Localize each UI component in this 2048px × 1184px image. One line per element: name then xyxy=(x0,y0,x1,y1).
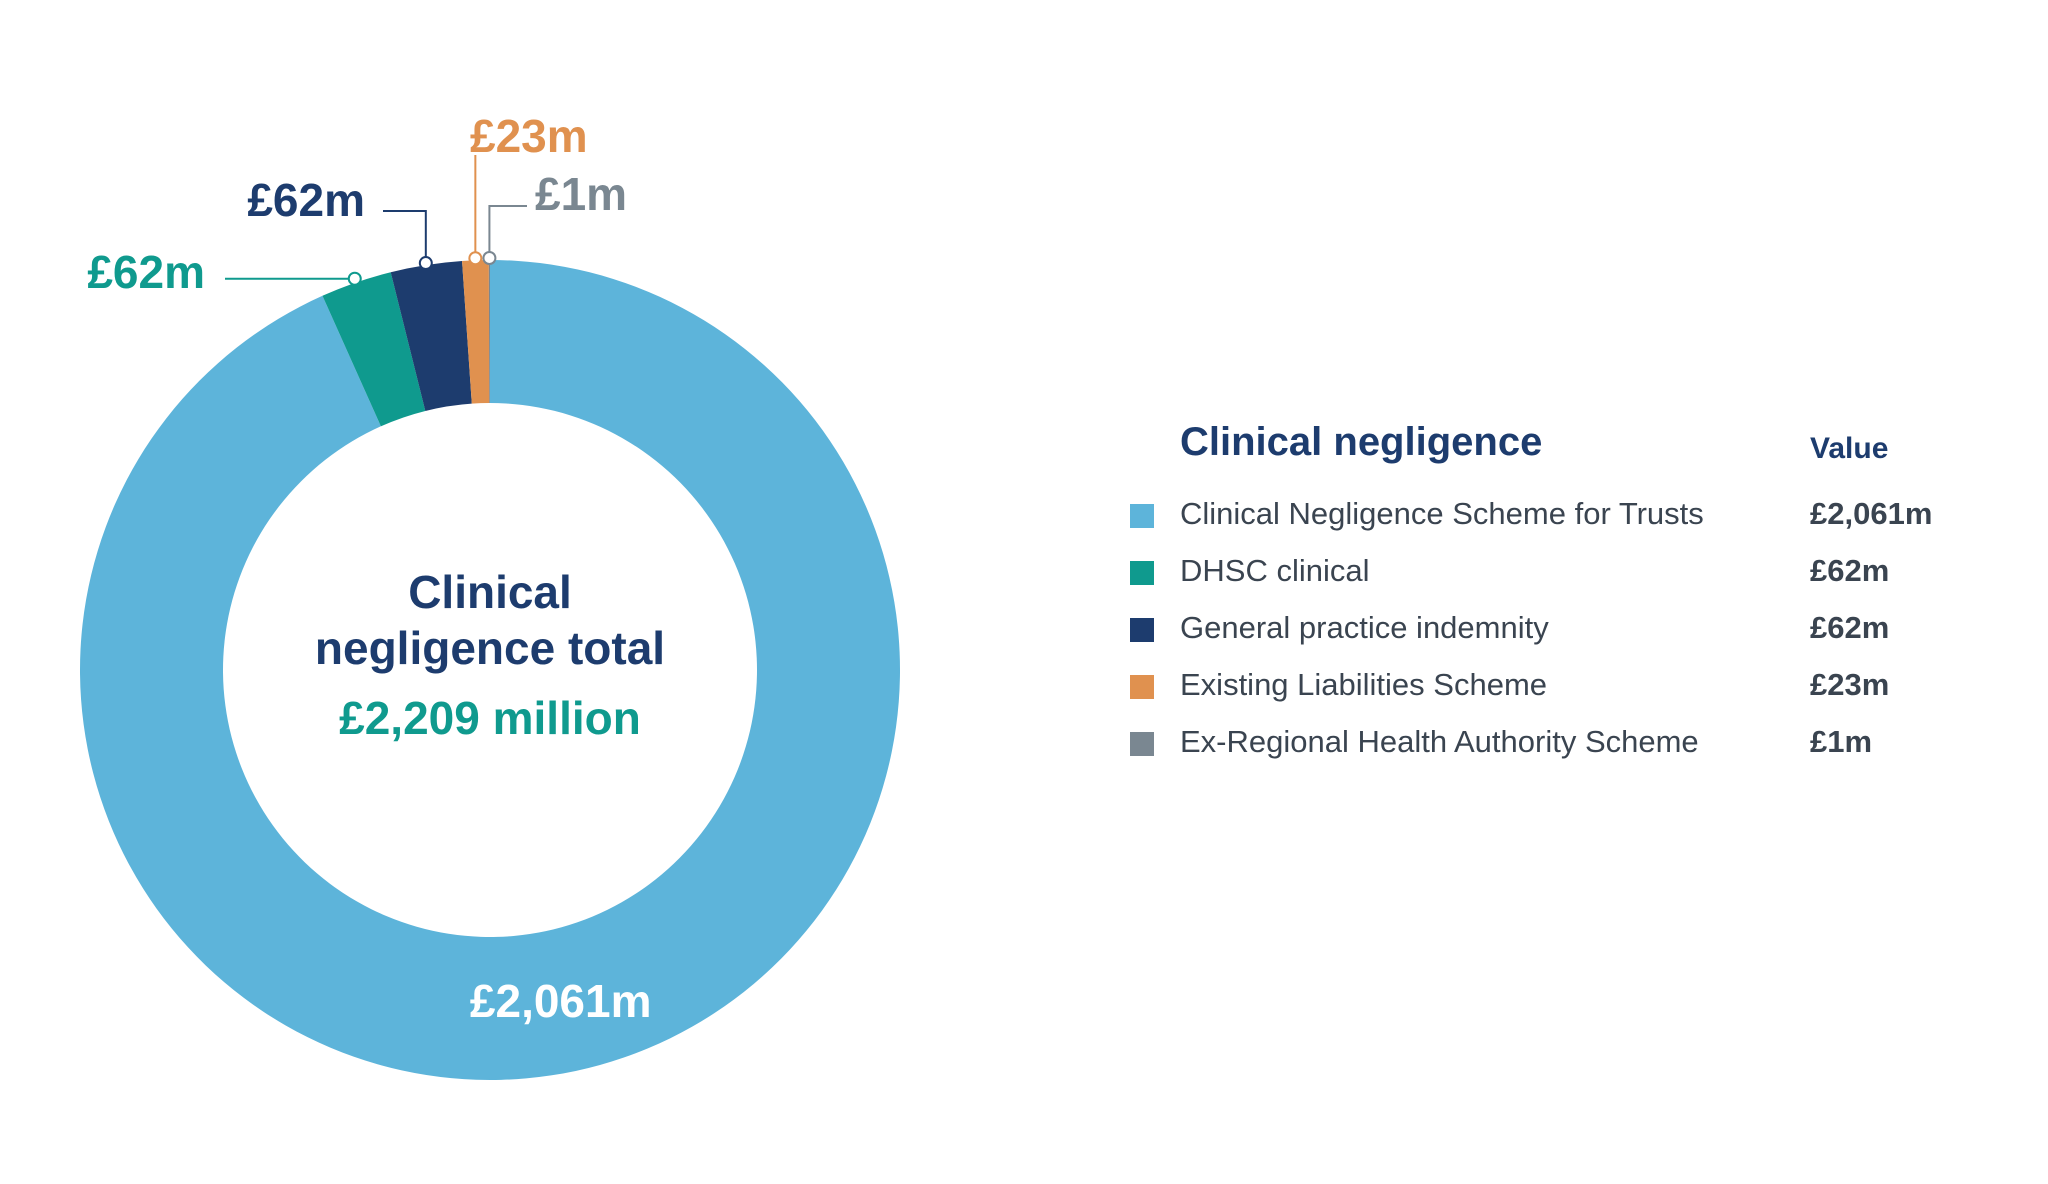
slice-dhsc-clinical xyxy=(322,272,426,427)
callout-dot-existing-liabilities-scheme xyxy=(468,251,483,266)
callout-line-general-practice-indemnity xyxy=(383,210,427,264)
legend-row-existing-liabilities-scheme: Existing Liabilities Scheme £23m xyxy=(1130,661,1990,718)
slice-value-label-dhsc-clinical: £62m xyxy=(87,246,205,298)
legend-row-clinical-negligence-scheme-for-trusts: Clinical Negligence Scheme for Trusts £2,… xyxy=(1130,490,1990,547)
callout-dot-dhsc-clinical xyxy=(347,271,362,286)
legend-swatch xyxy=(1130,618,1154,642)
callout-dot-general-practice-indemnity xyxy=(418,256,433,271)
slice-clinical-negligence-scheme-for-trusts xyxy=(79,260,901,1080)
legend-value: £2,061m xyxy=(1810,496,1933,531)
center-total-value: £2,209 million xyxy=(339,692,641,744)
legend-header: Clinical negligence Value xyxy=(1130,420,1990,490)
legend-swatch xyxy=(1130,504,1154,528)
legend: Clinical negligence Value Clinical Negli… xyxy=(1130,420,1990,775)
callout-dot-ex-regional-health-authority-scheme xyxy=(482,251,497,266)
legend-value: £23m xyxy=(1810,667,1890,702)
slice-value-label-ex-regional-health-authority-scheme: £1m xyxy=(535,168,627,220)
legend-label: Existing Liabilities Scheme xyxy=(1180,667,1548,702)
legend-swatch xyxy=(1130,675,1154,699)
legend-row-general-practice-indemnity: General practice indemnity £62m xyxy=(1130,604,1990,661)
legend-label: General practice indemnity xyxy=(1180,610,1549,645)
slice-value-label-clinical-negligence-scheme-for-trusts: £2,061m xyxy=(470,975,652,1027)
legend-row-dhsc-clinical: DHSC clinical £62m xyxy=(1130,547,1990,604)
slice-callouts: £62m £62m £23m £1m xyxy=(87,110,627,298)
slice-existing-liabilities-scheme xyxy=(462,260,490,404)
legend-swatch xyxy=(1130,561,1154,585)
legend-rows: Clinical Negligence Scheme for Trusts £2,… xyxy=(1130,490,1990,775)
legend-label: DHSC clinical xyxy=(1180,553,1370,588)
legend-value: £62m xyxy=(1810,553,1890,588)
legend-value: £62m xyxy=(1810,610,1890,645)
legend-swatch xyxy=(1130,732,1154,756)
slice-ex-regional-health-authority-scheme xyxy=(488,260,490,404)
slice-value-label-general-practice-indemnity: £62m xyxy=(247,174,365,226)
legend-value: £1m xyxy=(1810,724,1873,759)
center-title-line1: Clinical xyxy=(408,566,572,618)
legend-value-header: Value xyxy=(1810,432,1889,465)
legend-title: Clinical negligence xyxy=(1180,420,1543,464)
legend-row-ex-regional-health-authority-scheme: Ex-Regional Health Authority Scheme £1m xyxy=(1130,718,1990,775)
legend-label: Clinical Negligence Scheme for Trusts xyxy=(1180,496,1704,531)
slice-general-practice-indemnity xyxy=(390,260,472,411)
donut-slices: £2,061m xyxy=(79,260,901,1080)
center-title-line2: negligence total xyxy=(315,622,665,674)
callout-line-ex-regional-health-authority-scheme xyxy=(488,205,527,259)
slice-value-label-existing-liabilities-scheme: £23m xyxy=(470,110,588,162)
legend-label: Ex-Regional Health Authority Scheme xyxy=(1180,724,1699,759)
